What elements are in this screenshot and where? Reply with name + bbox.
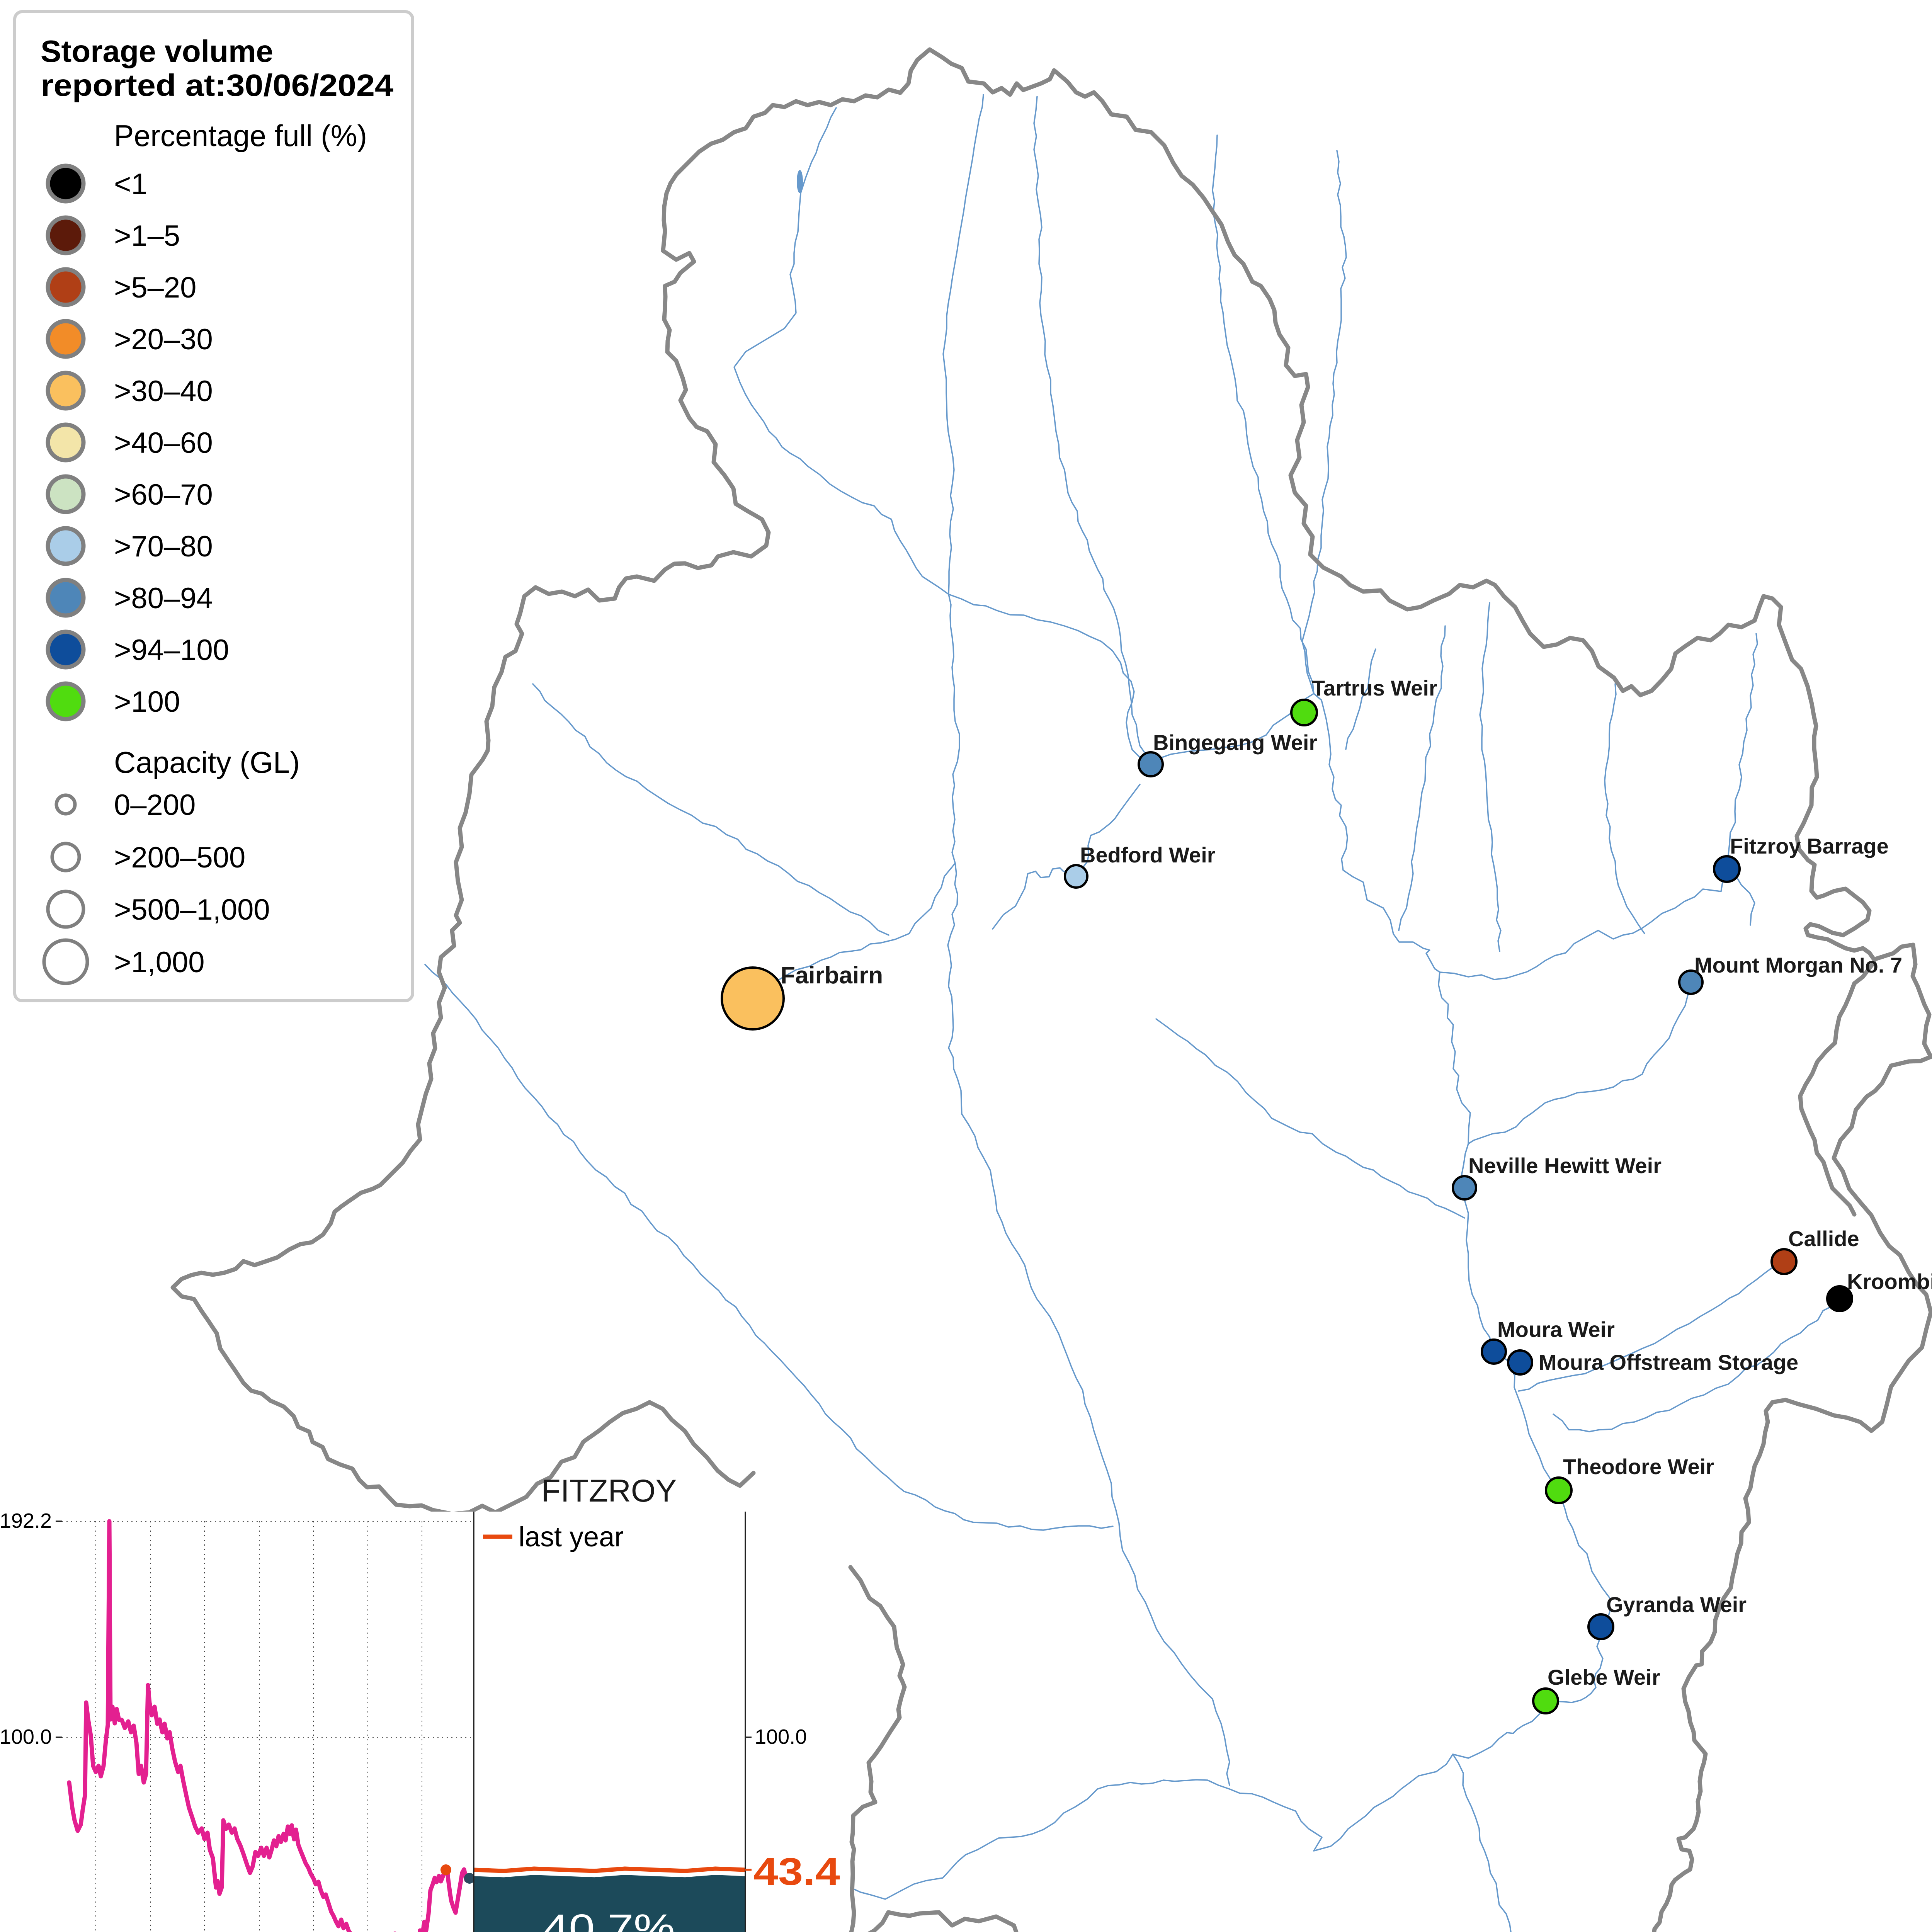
svg-text:>30–40: >30–40 <box>114 375 213 408</box>
svg-text:Moura Weir: Moura Weir <box>1497 1317 1615 1342</box>
svg-text:>100: >100 <box>114 685 180 718</box>
svg-text:>20–30: >20–30 <box>114 323 213 356</box>
svg-text:100.0: 100.0 <box>0 1725 52 1748</box>
svg-text:FITZROY: FITZROY <box>541 1473 677 1509</box>
svg-text:last year: last year <box>519 1522 624 1553</box>
svg-text:Glebe Weir: Glebe Weir <box>1548 1665 1660 1689</box>
svg-text:>70–80: >70–80 <box>114 530 213 563</box>
svg-text:40.7%: 40.7% <box>543 1906 675 1932</box>
svg-text:>94–100: >94–100 <box>114 634 229 667</box>
svg-text:>60–70: >60–70 <box>114 478 213 511</box>
svg-text:Callide: Callide <box>1788 1226 1859 1251</box>
svg-text:43.4: 43.4 <box>753 1850 840 1893</box>
svg-text:>5–20: >5–20 <box>114 271 196 304</box>
svg-text:>1,000: >1,000 <box>114 946 205 979</box>
svg-text:>40–60: >40–60 <box>114 427 213 459</box>
svg-text:<1: <1 <box>114 168 148 201</box>
svg-text:reported at:30/06/2024: reported at:30/06/2024 <box>41 68 394 102</box>
svg-text:Capacity (GL): Capacity (GL) <box>114 745 300 779</box>
svg-text:Storage volume: Storage volume <box>41 34 273 68</box>
svg-text:0–200: 0–200 <box>114 789 196 821</box>
svg-text:Gyranda Weir: Gyranda Weir <box>1606 1592 1747 1617</box>
svg-text:Kroombit: Kroombit <box>1847 1269 1932 1294</box>
svg-text:Fitzroy Barrage: Fitzroy Barrage <box>1730 834 1889 858</box>
svg-text:Bedford Weir: Bedford Weir <box>1080 843 1216 867</box>
svg-text:Tartrus Weir: Tartrus Weir <box>1312 676 1437 700</box>
svg-text:Fairbairn: Fairbairn <box>781 962 883 989</box>
svg-text:Percentage full (%): Percentage full (%) <box>114 119 367 153</box>
svg-text:>80–94: >80–94 <box>114 582 213 615</box>
svg-text:Neville Hewitt Weir: Neville Hewitt Weir <box>1468 1153 1662 1178</box>
svg-text:Bingegang Weir: Bingegang Weir <box>1153 730 1317 755</box>
svg-text:>1–5: >1–5 <box>114 219 180 252</box>
svg-text:100.0: 100.0 <box>755 1725 807 1748</box>
svg-text:192.2: 192.2 <box>0 1509 52 1532</box>
svg-text:Moura Offstream Storage: Moura Offstream Storage <box>1539 1350 1798 1374</box>
svg-text:Theodore Weir: Theodore Weir <box>1563 1454 1714 1479</box>
svg-text:Mount Morgan No. 7: Mount Morgan No. 7 <box>1694 953 1902 977</box>
svg-text:>500–1,000: >500–1,000 <box>114 893 270 926</box>
svg-text:>200–500: >200–500 <box>114 841 245 874</box>
